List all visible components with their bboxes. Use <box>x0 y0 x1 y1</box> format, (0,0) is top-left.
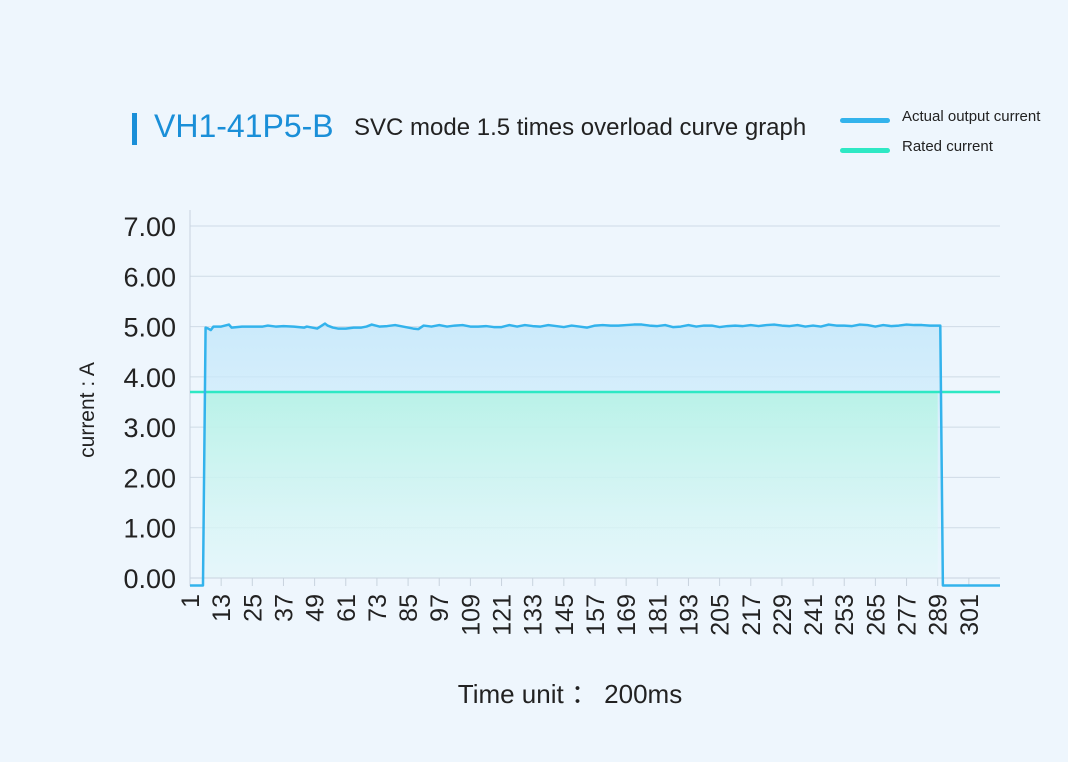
y-tick-label: 6.00 <box>123 262 176 292</box>
x-tick-label: 73 <box>364 594 392 622</box>
rated-current-area <box>205 391 938 578</box>
x-tick-label: 85 <box>395 594 423 622</box>
legend-swatch-actual <box>840 118 890 123</box>
legend-swatch-rated <box>840 148 890 153</box>
legend-label-actual: Actual output current <box>902 108 1041 125</box>
y-tick-label: 7.00 <box>123 212 176 242</box>
x-tick-label: 205 <box>707 594 735 636</box>
chart-title-model: VH1-41P5-B <box>154 108 334 144</box>
x-tick-label: 97 <box>426 594 454 622</box>
x-axis-label: Time unit ： 200ms <box>457 679 683 709</box>
chart-areas <box>190 323 1000 578</box>
y-tick-label: 0.00 <box>123 564 176 594</box>
chart-legend: Actual output current Rated current <box>840 106 1060 166</box>
x-tick-label: 109 <box>457 594 485 636</box>
x-tick-label: 1 <box>177 594 205 608</box>
x-tick-label: 229 <box>769 594 797 636</box>
x-tick-label: 121 <box>489 594 517 636</box>
legend-item-actual: Actual output current <box>840 106 1060 136</box>
x-tick-label: 145 <box>551 594 579 636</box>
x-tick-label: 157 <box>582 594 610 636</box>
x-tick-label: 277 <box>894 594 922 636</box>
y-tick-label: 2.00 <box>123 463 176 493</box>
x-tick-label: 181 <box>644 594 672 636</box>
y-tick-label: 3.00 <box>123 413 176 443</box>
x-tick-label: 37 <box>270 594 298 622</box>
chart-lines <box>190 322 1000 587</box>
x-tick-label: 217 <box>738 594 766 636</box>
y-tick-label: 1.00 <box>123 514 176 544</box>
y-axis-label: current : A <box>76 362 99 458</box>
chart-tick-labels: 0.00 1.00 2.00 3.00 4.00 5.00 6.00 7.00 1 13 25 37 4… <box>123 212 983 636</box>
x-tick-label: 61 <box>333 594 361 622</box>
y-tick-label: 4.00 <box>123 363 176 393</box>
x-tick-label: 301 <box>956 594 984 636</box>
title-accent-bar <box>132 113 137 145</box>
x-tick-label: 241 <box>800 594 828 636</box>
x-tick-label: 13 <box>208 594 236 622</box>
x-tick-label: 169 <box>613 594 641 636</box>
x-tick-label: 49 <box>302 594 330 622</box>
legend-label-rated: Rated current <box>902 138 993 155</box>
y-tick-label: 5.00 <box>123 313 176 343</box>
x-tick-label: 289 <box>925 594 953 636</box>
x-tick-label: 133 <box>520 594 548 636</box>
x-tick-label: 25 <box>239 594 267 622</box>
chart-title-description: SVC mode 1.5 times overload curve graph <box>354 114 807 141</box>
x-tick-label: 265 <box>862 594 890 636</box>
legend-item-rated: Rated current <box>840 136 1060 166</box>
x-tick-label: 193 <box>675 594 703 636</box>
x-tick-label: 253 <box>831 594 859 636</box>
actual-current-line <box>190 322 1000 587</box>
